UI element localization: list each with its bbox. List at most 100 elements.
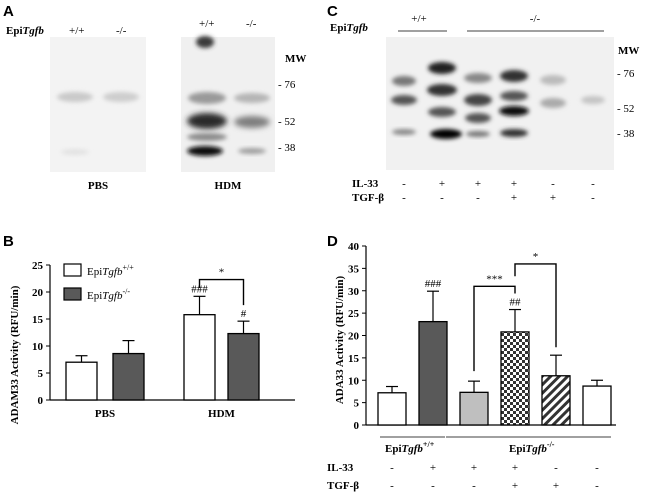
tgfb-sign: -	[440, 192, 444, 204]
y-tick-label: 35	[348, 263, 360, 275]
panel-a-mw-marker: - 52	[278, 116, 295, 128]
tgfb-sign: -	[476, 192, 480, 204]
significance-annotation: ##	[510, 297, 522, 309]
panel-a-lane-label: -/-	[116, 25, 127, 37]
panel-b-letter: B	[3, 233, 14, 250]
panel-c: C EpiTgfb +/+ -/-	[327, 3, 639, 204]
y-tick-label: 25	[348, 308, 360, 320]
x-tick-label: PBS	[95, 408, 115, 420]
significance-annotation: #	[241, 308, 247, 320]
bar	[112, 352, 145, 401]
y-tick-label: 20	[32, 287, 44, 299]
tgfb-sign: +	[511, 192, 517, 204]
y-tick-label: 15	[32, 314, 44, 326]
panel-a-genotype-label: EpiTgfb	[6, 25, 44, 37]
y-tick-label: 15	[348, 353, 360, 365]
panel-a-lane-label: -/-	[246, 18, 257, 30]
bar	[227, 332, 260, 401]
tgfb-sign: +	[512, 480, 518, 492]
y-tick-label: 10	[32, 341, 44, 353]
bar	[418, 320, 448, 426]
bar	[65, 361, 98, 401]
bar	[183, 314, 216, 401]
x-tick-label: HDM	[208, 408, 236, 420]
western-blot-hdm	[181, 36, 275, 172]
chart-d-ylabel: ADA33 Activity (RFU/min)	[334, 276, 346, 405]
panel-c-row-label-tgfb: TGF-β	[352, 192, 384, 204]
tgfb-sign: -	[402, 192, 406, 204]
significance-bracket	[198, 278, 245, 306]
panel-d: D ADA33 Activity (RFU/min) 0 5 10 15 20 25 30 3…	[327, 233, 616, 492]
panel-c-row-label-il33: IL-33	[352, 178, 379, 190]
panel-b: B ADAM33 Activity (RFU/min) 0 5 10 15 20 25 PB…	[3, 233, 295, 424]
tgfb-sign: -	[431, 480, 435, 492]
panel-c-mw-marker: - 76	[617, 68, 635, 80]
il33-sign: +	[511, 178, 517, 190]
il33-sign: -	[595, 462, 599, 474]
group-label: EpiTgfb-/-	[509, 440, 555, 455]
y-tick-label: 5	[38, 368, 44, 380]
panel-c-letter: C	[327, 3, 338, 20]
panel-a-treatment-label: HDM	[215, 180, 243, 192]
il33-sign: -	[591, 178, 595, 190]
legend-swatch	[63, 263, 82, 277]
tgfb-sign: -	[591, 192, 595, 204]
legend-swatch	[63, 287, 82, 301]
tgfb-sign: -	[595, 480, 599, 492]
tgfb-sign: +	[553, 480, 559, 492]
panel-a-letter: A	[3, 3, 14, 20]
bar	[500, 331, 530, 426]
significance-bracket	[514, 263, 557, 348]
il33-sign: +	[512, 462, 518, 474]
panel-c-mw-marker: - 52	[617, 103, 634, 115]
panel-a: A EpiTgfb +/+ -/- +/+ -/- MW - 76 - 52 -	[3, 3, 306, 192]
panel-a-lane-label: +/+	[69, 25, 84, 37]
y-tick-label: 30	[348, 286, 360, 298]
il33-sign: +	[475, 178, 481, 190]
western-blot-c	[386, 37, 614, 170]
y-tick-label: 10	[348, 375, 360, 387]
panel-c-genotype-label: EpiTgfb	[330, 22, 368, 34]
legend-label: EpiTgfb-/-	[87, 287, 130, 302]
bar	[377, 392, 407, 426]
significance-annotation: ###	[425, 278, 442, 290]
il33-sign: -	[551, 178, 555, 190]
row-label-il33: IL-33	[327, 462, 354, 474]
panel-c-group-label: -/-	[530, 13, 541, 25]
panel-a-mw-label: MW	[285, 53, 306, 65]
significance-annotation: *	[533, 251, 539, 263]
significance-bracket	[473, 285, 516, 372]
il33-sign: +	[430, 462, 436, 474]
panel-d-letter: D	[327, 233, 338, 250]
il33-sign: -	[402, 178, 406, 190]
il33-sign: -	[554, 462, 558, 474]
panel-a-mw-marker: - 76	[278, 79, 296, 91]
panel-a-mw-marker: - 38	[278, 142, 296, 154]
y-tick-label: 5	[354, 398, 360, 410]
tgfb-sign: -	[390, 480, 394, 492]
panel-c-treatment-signs: - + + + - - - - - + + -	[402, 178, 595, 204]
row-label-tgfb: TGF-β	[327, 480, 359, 492]
y-tick-label: 20	[348, 331, 360, 343]
significance-annotation: *	[219, 267, 225, 279]
y-tick-label: 25	[32, 260, 44, 272]
y-tick-label: 0	[354, 420, 360, 432]
panel-c-group-label: +/+	[411, 13, 426, 25]
bar	[582, 385, 612, 426]
legend-label: EpiTgfb+/+	[87, 263, 134, 278]
western-blot-pbs	[50, 37, 146, 172]
y-tick-label: 40	[348, 241, 360, 253]
chart-b-ylabel: ADAM33 Activity (RFU/min)	[9, 285, 21, 424]
il33-sign: -	[390, 462, 394, 474]
group-label: EpiTgfb+/+	[385, 440, 435, 455]
panel-c-mw-label: MW	[618, 45, 639, 57]
il33-sign: +	[439, 178, 445, 190]
panel-c-mw-marker: - 38	[617, 128, 635, 140]
y-tick-label: 0	[38, 395, 44, 407]
tgfb-sign: -	[472, 480, 476, 492]
significance-annotation: ###	[191, 283, 208, 295]
tgfb-sign: +	[550, 192, 556, 204]
